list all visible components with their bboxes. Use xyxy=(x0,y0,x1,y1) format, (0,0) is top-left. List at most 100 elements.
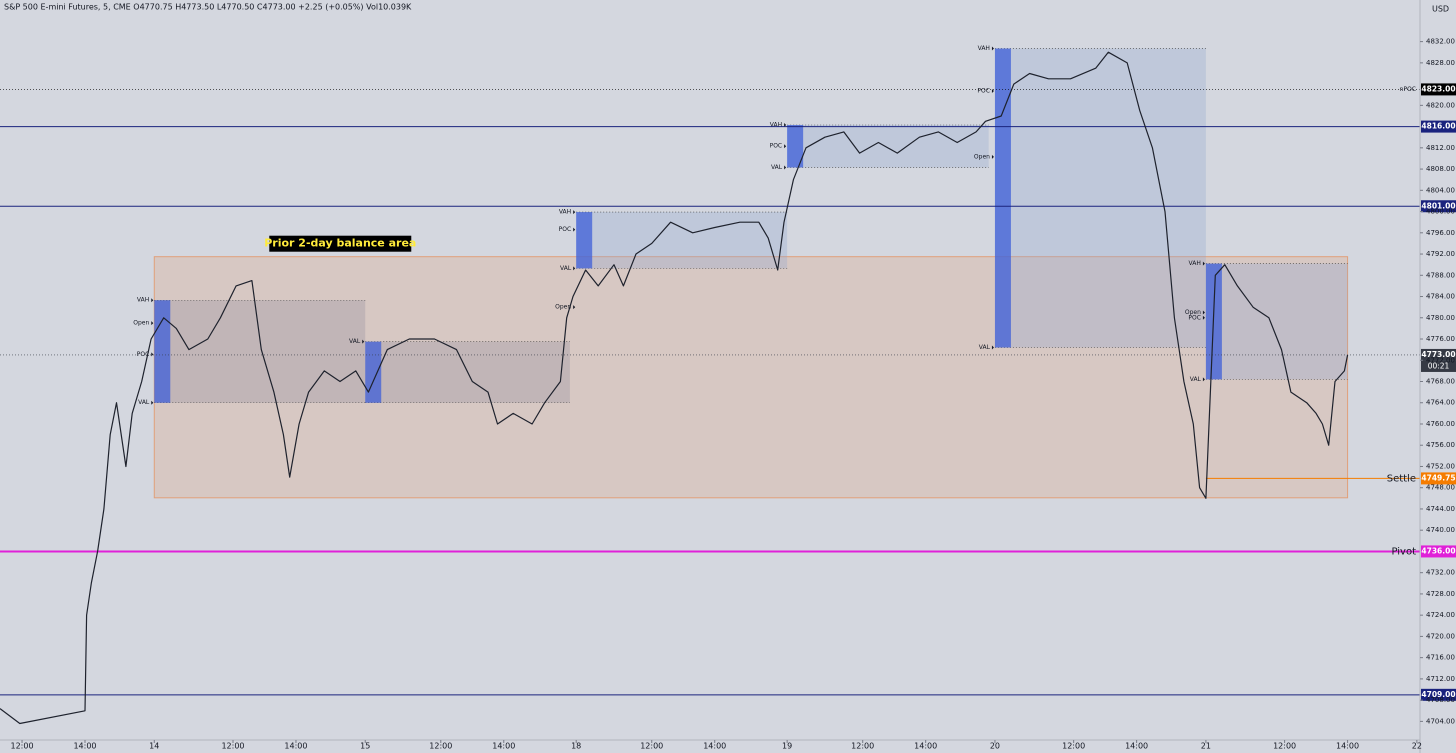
x-tick-label: 12:00 xyxy=(11,742,34,751)
profile-label: Open xyxy=(555,304,571,311)
y-tick-label: 4716.00 xyxy=(1426,654,1455,662)
profile-arrow xyxy=(151,321,154,326)
profile-bar xyxy=(154,300,171,403)
profile-arrow xyxy=(784,165,787,170)
y-tick-label: 4820.00 xyxy=(1426,101,1455,109)
profile-label: Open xyxy=(1185,309,1201,316)
level-name: Settle xyxy=(1387,473,1416,484)
profile-bar xyxy=(994,48,1011,348)
x-tick-label: 14:00 xyxy=(1125,742,1148,751)
profile-arrow xyxy=(991,46,994,51)
profile-arrow xyxy=(1202,310,1205,315)
x-tick-label: 14:00 xyxy=(73,742,96,751)
y-tick-label: 4756.00 xyxy=(1426,441,1455,449)
x-tick-label: 12:00 xyxy=(640,742,663,751)
profile-arrow xyxy=(784,144,787,149)
x-tick-label: 12:00 xyxy=(851,742,874,751)
y-tick-label: 4748.00 xyxy=(1426,484,1455,492)
level-label: 4709.00 xyxy=(1421,690,1455,699)
value-area xyxy=(787,124,989,168)
profile-arrow xyxy=(573,227,576,232)
profile-label: VAL xyxy=(560,265,572,272)
y-tick-label: 4712.00 xyxy=(1426,675,1455,683)
chart-header: S&P 500 E-mini Futures, 5, CME O4770.75 … xyxy=(4,3,412,12)
level-label-bg xyxy=(1421,83,1456,96)
profile-bar xyxy=(576,212,593,269)
annotation: Prior 2-day balance area xyxy=(264,237,416,250)
profile-arrow xyxy=(573,305,576,310)
x-tick-label: 15 xyxy=(360,742,370,751)
x-tick-label: 12:00 xyxy=(429,742,452,751)
profile-label: POC xyxy=(977,88,990,95)
profile-label: VAH xyxy=(137,297,149,304)
profile-label: VAL xyxy=(979,344,991,351)
level-label-bg xyxy=(1421,348,1456,361)
profile-arrow xyxy=(1202,261,1205,266)
x-tick-label: 20 xyxy=(990,742,1000,751)
level-label-bg xyxy=(1421,120,1456,133)
profile-label: VAL xyxy=(349,338,361,345)
profile-label: VAL xyxy=(1190,376,1202,383)
y-tick-label: 4768.00 xyxy=(1426,378,1455,386)
profile-arrow xyxy=(991,89,994,94)
x-tick-label: 14:00 xyxy=(492,742,515,751)
profile-arrow xyxy=(151,298,154,303)
profile-arrow xyxy=(1202,377,1205,382)
x-tick-label: 22 xyxy=(1412,742,1422,751)
level-label-bg xyxy=(1421,688,1456,701)
y-tick-label: 4760.00 xyxy=(1426,420,1455,428)
profile-arrow xyxy=(573,210,576,215)
profile-label: VAL xyxy=(138,399,150,406)
y-tick-label: 4752.00 xyxy=(1426,462,1455,470)
y-tick-label: 4704.00 xyxy=(1426,717,1455,725)
value-area xyxy=(576,212,788,269)
profile-label: VAH xyxy=(1189,260,1201,267)
x-tick-label: 12:00 xyxy=(221,742,244,751)
currency-label: USD xyxy=(1432,5,1449,14)
y-tick-label: 4800.00 xyxy=(1426,208,1455,216)
x-tick-label: 14:00 xyxy=(1336,742,1359,751)
level-label: 4823.00 xyxy=(1421,84,1455,93)
level-label-bg xyxy=(1421,472,1456,485)
y-tick-label: 4780.00 xyxy=(1426,314,1455,322)
profile-arrow xyxy=(1202,315,1205,320)
y-tick-label: 4720.00 xyxy=(1426,632,1455,640)
y-tick-label: 4772.00 xyxy=(1426,356,1455,364)
y-tick-label: 4792.00 xyxy=(1426,250,1455,258)
profile-arrow xyxy=(362,339,365,344)
y-tick-label: 4808.00 xyxy=(1426,165,1455,173)
y-tick-label: 4744.00 xyxy=(1426,505,1455,513)
y-tick-label: 4784.00 xyxy=(1426,293,1455,301)
profile-arrow xyxy=(573,266,576,271)
profile-label: POC xyxy=(137,351,150,358)
profile-arrow xyxy=(151,352,154,357)
level-label: 4773.00 xyxy=(1421,350,1455,359)
value-area xyxy=(1205,263,1348,380)
x-tick-label: 18 xyxy=(571,742,581,751)
countdown-bg xyxy=(1421,360,1456,372)
y-tick-label: 4796.00 xyxy=(1426,229,1455,237)
x-tick-label: 19 xyxy=(782,742,792,751)
profile-bar xyxy=(787,124,804,168)
profile-arrow xyxy=(151,400,154,405)
y-tick-label: 4832.00 xyxy=(1426,38,1455,46)
y-tick-label: 4788.00 xyxy=(1426,271,1455,279)
level-label: 4801.00 xyxy=(1421,201,1455,210)
profile-arrow xyxy=(991,154,994,159)
level-name: nPOC xyxy=(1400,86,1416,93)
value-area xyxy=(154,300,366,403)
level-label: 4736.00 xyxy=(1421,546,1455,555)
level-name: Pivot xyxy=(1391,546,1416,557)
x-tick-label: 14:00 xyxy=(703,742,726,751)
y-tick-label: 4828.00 xyxy=(1426,59,1455,67)
profile-label: POC xyxy=(1188,314,1201,321)
y-tick-label: 4764.00 xyxy=(1426,399,1455,407)
y-tick-label: 4728.00 xyxy=(1426,590,1455,598)
y-tick-label: 4804.00 xyxy=(1426,186,1455,194)
x-tick-label: 14:00 xyxy=(914,742,937,751)
profile-arrow xyxy=(784,122,787,127)
profile-label: VAH xyxy=(770,121,782,128)
plot-area: Prior 2-day balance areaVAHOpenPOCVALVAL… xyxy=(0,45,1420,725)
y-tick-label: 4812.00 xyxy=(1426,144,1455,152)
level-label: 4749.75 xyxy=(1421,473,1455,482)
